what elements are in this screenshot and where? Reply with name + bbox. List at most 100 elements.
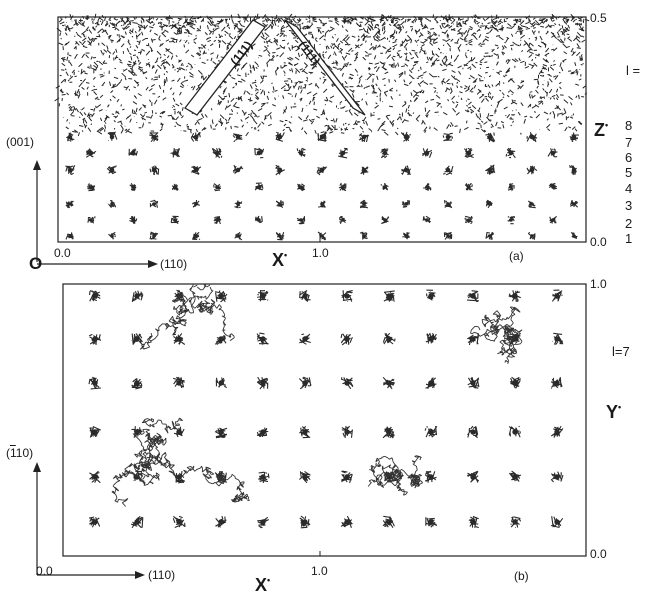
atom-cluster bbox=[402, 231, 410, 240]
atom-cluster bbox=[380, 148, 389, 159]
atom-cluster bbox=[275, 232, 285, 241]
atom-cluster bbox=[213, 183, 222, 192]
atom-cluster bbox=[211, 147, 223, 159]
panel-a-caption: (a) bbox=[509, 249, 524, 263]
panel-b-x-tick-1-label: 1.0 bbox=[311, 564, 328, 578]
atom-cluster bbox=[422, 148, 433, 158]
atom-cluster bbox=[170, 215, 179, 225]
atom-cluster bbox=[444, 200, 453, 209]
lattice-site bbox=[299, 426, 311, 439]
atom-cluster bbox=[318, 200, 326, 208]
lattice-site bbox=[341, 289, 353, 302]
lattice-site bbox=[89, 470, 101, 484]
atom-cluster bbox=[234, 231, 243, 241]
atom-cluster bbox=[107, 199, 117, 208]
lattice-site bbox=[258, 471, 270, 484]
lattice-site bbox=[508, 470, 522, 482]
lattice-site bbox=[550, 425, 564, 438]
atom-cluster bbox=[422, 215, 432, 224]
atom-cluster bbox=[443, 231, 453, 240]
atom-cluster bbox=[317, 231, 327, 241]
atom-cluster bbox=[359, 231, 368, 240]
panel-b-diffusion-trails bbox=[111, 283, 523, 507]
atom-cluster bbox=[485, 164, 496, 176]
panel-b-y-tick-1: 1.0 bbox=[590, 277, 607, 291]
lattice-site bbox=[510, 516, 522, 528]
atom-cluster bbox=[463, 147, 474, 159]
panel-a-x-tick-0: 0.0 bbox=[54, 246, 71, 260]
panel-a-x-tick-1-label: 1.0 bbox=[312, 246, 329, 260]
atom-cluster bbox=[190, 131, 201, 142]
lattice-site bbox=[172, 471, 186, 484]
lattice-site bbox=[257, 289, 269, 302]
atom-cluster bbox=[317, 131, 327, 142]
atom-cluster bbox=[232, 164, 244, 175]
panel-b-direction-110-bar: (110) bbox=[6, 446, 34, 460]
lattice-site bbox=[88, 516, 101, 528]
lattice-site bbox=[215, 515, 227, 528]
atom-cluster bbox=[358, 133, 370, 143]
atom-cluster bbox=[87, 216, 96, 224]
panel-a-atom-clusters bbox=[65, 131, 579, 241]
lattice-site bbox=[214, 427, 228, 439]
lattice-site bbox=[550, 516, 564, 529]
lattice-site bbox=[299, 290, 311, 302]
lattice-site bbox=[130, 333, 144, 346]
lattice-site bbox=[552, 332, 564, 345]
lattice-site bbox=[173, 333, 186, 345]
atom-cluster bbox=[65, 165, 76, 176]
band-111-right bbox=[284, 19, 366, 116]
atom-cluster bbox=[401, 199, 411, 208]
atom-cluster bbox=[192, 231, 201, 241]
lattice-site bbox=[214, 290, 228, 303]
panel-a-direction-arrows bbox=[33, 160, 158, 268]
panel-b-frame bbox=[62, 283, 587, 557]
lattice-site bbox=[131, 290, 144, 303]
panel-a-111-bands bbox=[184, 19, 366, 116]
atom-cluster bbox=[570, 232, 578, 240]
lattice-site bbox=[256, 376, 269, 390]
lattice-site bbox=[382, 515, 395, 528]
lattice-site bbox=[425, 517, 438, 528]
atom-cluster bbox=[234, 200, 243, 209]
panel-a-layer-2: 2 bbox=[625, 216, 633, 231]
atom-cluster bbox=[149, 165, 160, 176]
atom-cluster bbox=[296, 183, 306, 192]
lattice-site bbox=[424, 425, 438, 438]
panel-a-x-axis-label: X• bbox=[272, 250, 288, 270]
atom-cluster bbox=[275, 131, 285, 142]
atom-cluster bbox=[569, 199, 578, 208]
lattice-site bbox=[215, 377, 227, 389]
lattice-site bbox=[468, 515, 479, 529]
panel-a-direction-110: (110) bbox=[160, 257, 188, 271]
panel-a-layer-4: 4 bbox=[625, 181, 633, 196]
panel-b-layer-label: l=7 bbox=[612, 344, 630, 359]
atom-cluster bbox=[505, 147, 516, 159]
atom-cluster bbox=[190, 165, 202, 175]
atom-cluster bbox=[128, 148, 138, 156]
atom-cluster bbox=[359, 199, 369, 209]
atom-cluster bbox=[66, 132, 75, 142]
atom-cluster bbox=[149, 199, 159, 208]
atom-cluster bbox=[171, 183, 179, 191]
panel-b-y-axis-label: Y• bbox=[606, 402, 622, 422]
panel-a-y-tick-1: 0.5 bbox=[590, 11, 607, 25]
panel-a-y-tick-0: 0.0 bbox=[590, 235, 607, 249]
lattice-site bbox=[340, 515, 353, 528]
atom-cluster bbox=[106, 165, 117, 175]
lattice-site bbox=[508, 290, 522, 303]
lattice-site bbox=[340, 377, 354, 390]
panel-a-layer-6: 6 bbox=[625, 150, 633, 165]
lattice-site bbox=[425, 377, 437, 389]
panel-a-layer-header: l = bbox=[626, 63, 641, 78]
atom-cluster bbox=[338, 182, 347, 192]
atom-cluster bbox=[254, 182, 264, 191]
atom-cluster bbox=[401, 165, 412, 176]
atom-cluster bbox=[316, 166, 328, 176]
atom-cluster bbox=[569, 132, 579, 142]
lattice-site bbox=[340, 470, 353, 484]
atom-cluster bbox=[254, 147, 265, 159]
band-111-left bbox=[184, 19, 266, 116]
atom-cluster bbox=[296, 147, 306, 157]
lattice-site bbox=[89, 290, 101, 302]
